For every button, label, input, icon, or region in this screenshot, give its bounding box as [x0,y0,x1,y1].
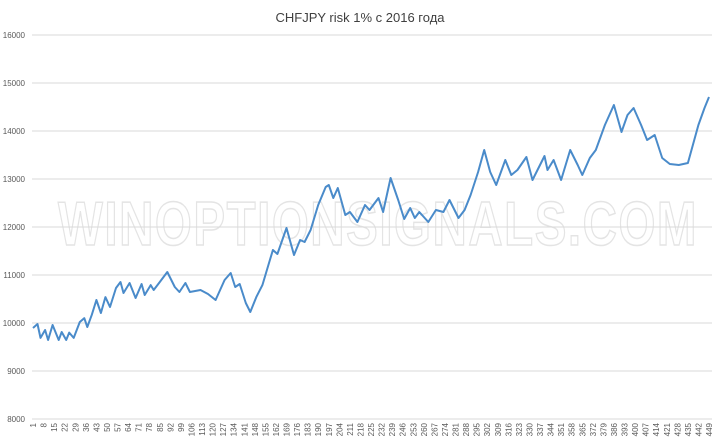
x-tick-label: 85 [156,422,165,431]
y-tick-label: 16000 [3,31,26,40]
x-tick-label: 344 [547,422,556,436]
x-tick-label: 155 [261,422,270,436]
x-tick-label: 57 [114,422,123,431]
x-tick-label: 386 [610,422,619,436]
x-tick-label: 36 [82,422,91,431]
x-tick-label: 120 [209,422,218,436]
x-tick-label: 92 [166,422,175,431]
y-axis: 8000 9000 10000 11000 12000 13000 14000 15000 16… [3,31,26,424]
x-tick-label: 372 [589,422,598,436]
x-tick-label: 295 [473,422,482,436]
x-tick-label: 449 [705,422,714,436]
gridlines [32,34,712,420]
y-tick-label: 14000 [3,127,26,136]
x-tick-label: 204 [335,422,344,436]
x-tick-label: 78 [145,422,154,431]
x-tick-label: 379 [599,422,608,436]
x-tick-label: 197 [325,422,334,436]
x-tick-label: 22 [61,422,70,431]
x-tick-label: 421 [663,422,672,436]
y-tick-label: 13000 [3,175,26,184]
x-tick-label: 190 [314,422,323,436]
x-tick-label: 428 [673,422,682,436]
x-tick-label: 43 [92,422,101,431]
y-tick-label: 8000 [7,415,25,424]
x-tick-label: 29 [71,422,80,431]
x-tick-label: 8 [40,422,49,427]
x-tick-label: 267 [430,422,439,436]
y-tick-label: 12000 [3,223,26,232]
x-tick-label: 274 [441,422,450,436]
x-tick-label: 106 [187,422,196,436]
x-tick-label: 393 [621,422,630,436]
y-tick-label: 15000 [3,79,26,88]
x-tick-label: 127 [219,422,228,436]
x-tick-label: 134 [230,422,239,436]
series [32,96,710,341]
x-tick-label: 15 [50,422,59,431]
x-tick-label: 183 [304,422,313,436]
x-tick-label: 99 [177,422,186,431]
x-tick-label: 211 [346,422,355,435]
x-tick-label: 407 [642,422,651,436]
chart-title: CHFJPY risk 1% с 2016 года [275,10,445,25]
series-line [32,96,710,341]
x-tick-label: 50 [103,422,112,431]
watermark: WINOPTIONSIGNALS.COM [58,190,698,259]
x-tick-label: 365 [578,422,587,436]
x-tick-label: 288 [462,422,471,436]
x-axis: 1 8 15 22 29 36 43 50 57 64 71 78 85 92 99 106 113 120 127… [29,422,714,436]
x-tick-label: 323 [515,422,524,436]
x-tick-label: 162 [272,422,281,436]
x-tick-label: 435 [684,422,693,436]
x-tick-label: 239 [388,422,397,436]
x-tick-label: 169 [283,422,292,436]
x-tick-label: 337 [536,422,545,436]
x-tick-label: 309 [494,422,503,436]
x-tick-label: 148 [251,422,260,436]
y-tick-label: 9000 [7,367,25,376]
x-tick-label: 141 [240,422,249,436]
x-tick-label: 400 [631,422,640,436]
y-tick-label: 11000 [3,271,25,280]
x-tick-label: 442 [694,422,703,436]
x-tick-label: 218 [356,422,365,436]
x-tick-label: 358 [568,422,577,436]
x-tick-label: 260 [420,422,429,436]
x-tick-label: 176 [293,422,302,436]
x-tick-label: 253 [409,422,418,436]
x-tick-label: 225 [367,422,376,436]
x-tick-label: 232 [378,422,387,436]
x-tick-label: 64 [124,422,133,431]
y-tick-label: 10000 [3,319,26,328]
x-tick-label: 316 [504,422,513,436]
x-tick-label: 302 [483,422,492,436]
x-tick-label: 113 [198,422,207,435]
x-tick-label: 351 [557,422,566,436]
x-tick-label: 71 [135,422,144,431]
x-tick-label: 246 [399,422,408,436]
x-tick-label: 330 [525,422,534,436]
x-tick-label: 414 [652,422,661,436]
x-tick-label: 281 [452,422,461,436]
x-tick-label: 1 [29,422,38,427]
